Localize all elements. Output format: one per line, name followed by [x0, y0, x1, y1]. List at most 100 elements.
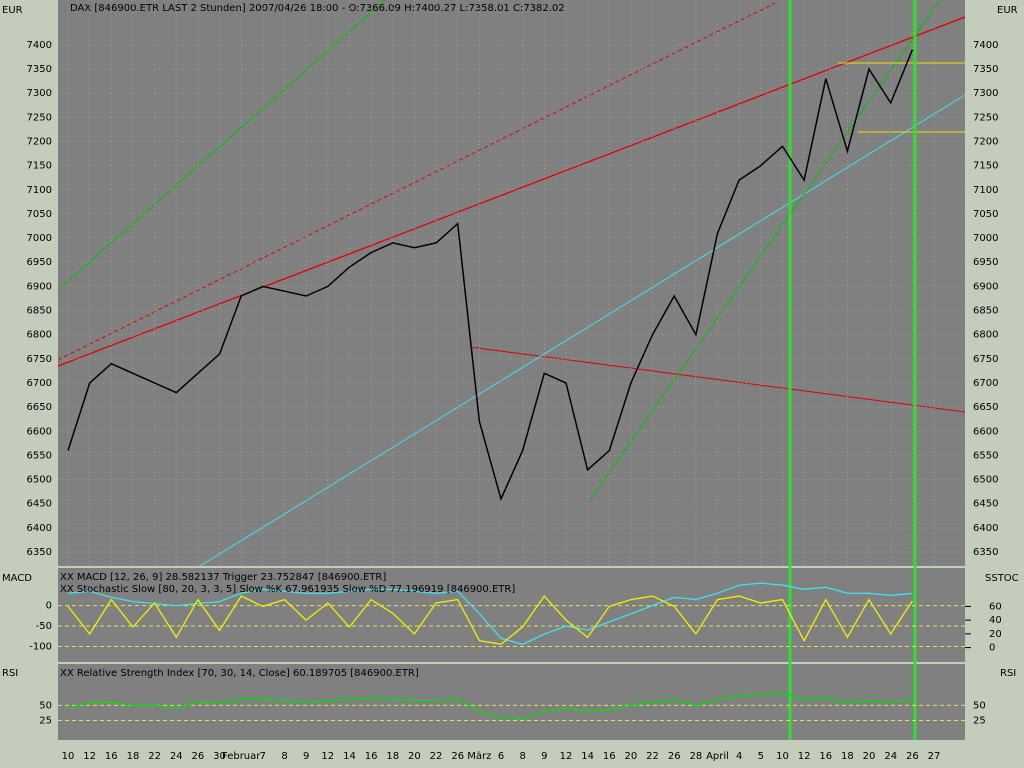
- y-tick-label: 7300: [973, 88, 998, 99]
- y-tick-label: 6550: [27, 450, 52, 461]
- x-tick-label: April: [706, 751, 729, 762]
- y-tick-label: 6500: [27, 475, 52, 486]
- y-tick-label: 6700: [973, 378, 998, 389]
- y-tick-label: 7200: [27, 137, 52, 148]
- y-tick-label: 6400: [973, 523, 998, 534]
- y-tick-label: 6650: [973, 402, 998, 413]
- price-panel: [58, 0, 965, 566]
- x-tick-label: 18: [386, 751, 399, 762]
- y-tick-label: 7100: [27, 185, 52, 196]
- trend-line: [469, 346, 966, 413]
- y-tick-label: 6550: [973, 450, 998, 461]
- x-tick-label: 22: [430, 751, 443, 762]
- x-tick-label: 9: [541, 751, 547, 762]
- x-tick-label: Februar: [222, 751, 261, 762]
- x-tick-label: 18: [841, 751, 854, 762]
- x-tick-label: 24: [884, 751, 897, 762]
- x-tick-label: 9: [303, 751, 309, 762]
- y-tick-label: 6650: [27, 402, 52, 413]
- y-tick-label: 7250: [973, 112, 998, 123]
- y-tick-label: 7200: [973, 137, 998, 148]
- y-tick-label: 7150: [27, 161, 52, 172]
- y2-tick-label: 60: [989, 601, 1002, 612]
- x-tick-label: 10: [776, 751, 789, 762]
- x-tick-label: 16: [603, 751, 616, 762]
- y-tick-label: 50: [973, 700, 986, 711]
- chart-title: DAX [846900.ETR LAST 2 Stunden] 2007/04/…: [70, 3, 565, 14]
- y-tick-label: -50: [36, 621, 52, 632]
- x-tick-label: 5: [758, 751, 764, 762]
- y-tick-label: 50: [39, 700, 52, 711]
- x-tick-label: 22: [148, 751, 161, 762]
- x-tick-label: 16: [365, 751, 378, 762]
- y-tick-label: 7100: [973, 185, 998, 196]
- x-tick-label: 12: [321, 751, 334, 762]
- y-tick-label: 7350: [973, 64, 998, 75]
- y-axis-label: EUR: [997, 5, 1018, 16]
- x-tick-label: 24: [170, 751, 183, 762]
- series-line: [67, 582, 913, 646]
- y-tick-label: 6350: [27, 547, 52, 558]
- y-tick-label: 6850: [27, 306, 52, 317]
- y-tick-label: 25: [973, 716, 986, 727]
- y-tick-label: 6600: [27, 426, 52, 437]
- y-axis-label: MACD: [2, 573, 32, 584]
- trend-line: [57, 2, 776, 361]
- y-axis-label: RSI: [1000, 668, 1016, 679]
- y-tick-label: 6850: [973, 306, 998, 317]
- x-tick-label: 28: [689, 751, 702, 762]
- y-tick-label: 6950: [973, 257, 998, 268]
- y-axis-label: EUR: [2, 5, 23, 16]
- y-tick-label: 6900: [973, 281, 998, 292]
- x-tick-label: 16: [105, 751, 118, 762]
- x-tick-label: 10: [62, 751, 75, 762]
- y-tick-label: 6800: [973, 330, 998, 341]
- y2-tick-label: 0: [989, 643, 995, 654]
- trend-line: [589, 0, 941, 501]
- y-tick-label: 6800: [27, 330, 52, 341]
- x-tick-label: 26: [192, 751, 205, 762]
- y2-tick-label: 20: [989, 629, 1002, 640]
- x-tick-label: 27: [928, 751, 941, 762]
- x-tick-label: 22: [646, 751, 659, 762]
- trend-line: [57, 0, 386, 291]
- y-tick-label: 7300: [27, 88, 52, 99]
- y-tick-label: 6400: [27, 523, 52, 534]
- y-tick-label: -100: [29, 641, 52, 652]
- y-tick-label: 7400: [973, 40, 998, 51]
- y-axis-label: RSI: [2, 668, 18, 679]
- legend-entry: XX Relative Strength Index [70, 30, 14, …: [60, 668, 419, 679]
- y-tick-label: 7150: [973, 161, 998, 172]
- y-tick-label: 7350: [27, 64, 52, 75]
- x-tick-label: 8: [519, 751, 525, 762]
- x-tick-label: März: [467, 751, 491, 762]
- y-tick-label: 6750: [27, 354, 52, 365]
- legend-entry: XX Stochastic Slow [80, 20, 3, 3, 5] Slo…: [60, 584, 515, 595]
- series-line: [67, 692, 913, 720]
- trend-line: [57, 16, 966, 367]
- y-tick-label: 0: [46, 601, 52, 612]
- x-tick-label: 12: [560, 751, 573, 762]
- y-tick-label: 7000: [973, 233, 998, 244]
- y-tick-label: 6750: [973, 354, 998, 365]
- y-tick-label: 6450: [973, 499, 998, 510]
- x-tick-label: 26: [906, 751, 919, 762]
- y-tick-label: 7400: [27, 40, 52, 51]
- trend-line: [199, 94, 966, 567]
- x-tick-label: 30: [213, 751, 226, 762]
- x-tick-label: 6: [498, 751, 504, 762]
- y-tick-label: 6700: [27, 378, 52, 389]
- y-tick-label: 7000: [27, 233, 52, 244]
- y-tick-label: 6600: [973, 426, 998, 437]
- x-tick-label: 26: [451, 751, 464, 762]
- y-tick-label: 6350: [973, 547, 998, 558]
- x-tick-label: 12: [83, 751, 96, 762]
- y-tick-label: 7050: [27, 209, 52, 220]
- y-tick-label: 25: [39, 716, 52, 727]
- y-tick-label: 6950: [27, 257, 52, 268]
- y-tick-label: 6900: [27, 281, 52, 292]
- y2-tick-label: 40: [989, 615, 1002, 626]
- x-tick-label: 4: [736, 751, 742, 762]
- x-tick-label: 14: [581, 751, 594, 762]
